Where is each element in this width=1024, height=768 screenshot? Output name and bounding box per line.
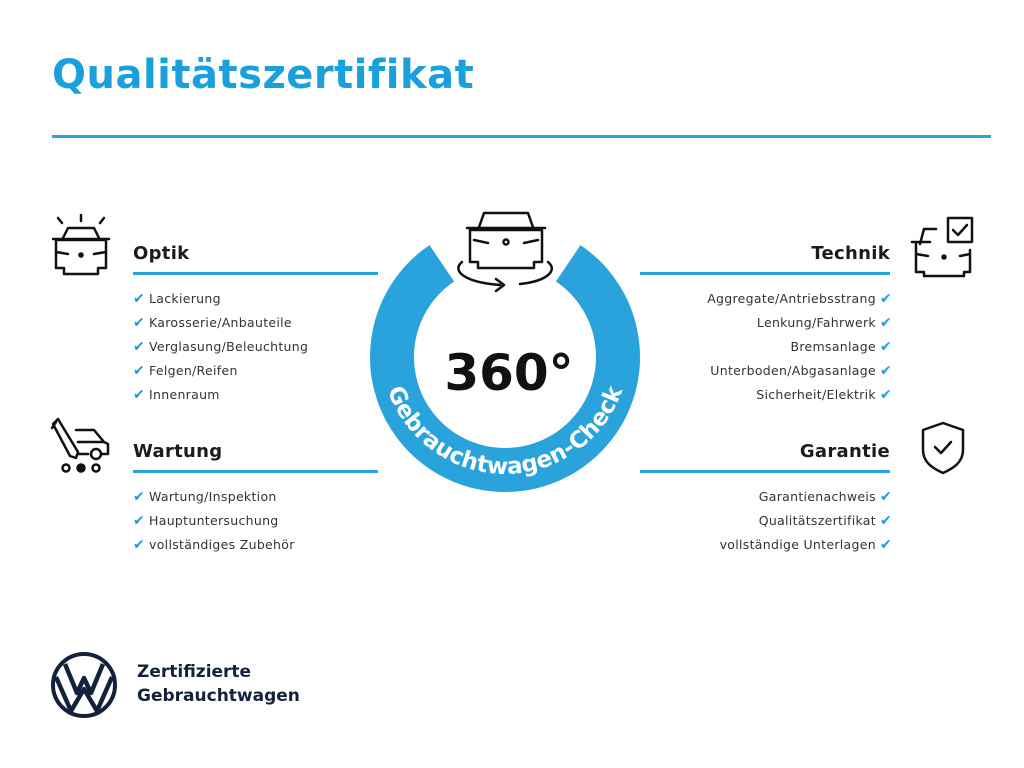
check-icon: ✔: [133, 537, 146, 553]
checklist-item: ✔ Lackierung: [133, 287, 308, 311]
checklist-item-label: Hauptuntersuchung: [149, 513, 279, 528]
vw-logo: [51, 652, 117, 718]
checklist-item: ✔ Innenraum: [133, 383, 308, 407]
checklist-item: ✔ Karosserie/Anbauteile: [133, 311, 308, 335]
checklist-item: vollständige Unterlagen ✔: [640, 533, 892, 557]
checklist-item: Garantienachweis ✔: [640, 485, 892, 509]
section-rule: [640, 272, 890, 275]
check-icon: ✔: [133, 339, 146, 355]
checklist-item: ✔ vollständiges Zubehör: [133, 533, 295, 557]
check-icon: ✔: [879, 291, 892, 307]
checklist-item-label: Sicherheit/Elektrik: [756, 387, 876, 402]
ring-arc: [370, 245, 640, 492]
checklist-item-label: vollständiges Zubehör: [149, 537, 295, 552]
check-icon: ✔: [879, 387, 892, 403]
garantie-list: Garantienachweis ✔ Qualitätszertifikat ✔ vol…: [640, 485, 892, 557]
checklist-item: ✔ Hauptuntersuchung: [133, 509, 295, 533]
checklist-item-label: Felgen/Reifen: [149, 363, 238, 378]
brand-line-1: Zertifizierte: [137, 662, 252, 682]
checklist-item-label: Karosserie/Anbauteile: [149, 315, 292, 330]
section-rule: [133, 272, 378, 275]
360-label: 360°: [444, 344, 573, 402]
checklist-item: ✔ Verglasung/Beleuchtung: [133, 335, 308, 359]
section-rule: [640, 470, 890, 473]
checklist-item: ✔ Wartung/Inspektion: [133, 485, 295, 509]
checklist-item-label: Garantienachweis: [758, 489, 876, 504]
checklist-item-label: Qualitätszertifikat: [758, 513, 876, 528]
section-heading-wartung: Wartung: [133, 441, 223, 462]
checklist-item: ✔ Felgen/Reifen: [133, 359, 308, 383]
car-checklist-icon: [910, 216, 974, 278]
checklist-item: Lenkung/Fahrwerk ✔: [640, 311, 892, 335]
check-icon: ✔: [879, 537, 892, 553]
check-icon: ✔: [133, 315, 146, 331]
checklist-item-label: Aggregate/Antriebsstrang: [707, 291, 876, 306]
check-icon: ✔: [879, 363, 892, 379]
checklist-item: Aggregate/Antriebsstrang ✔: [640, 287, 892, 311]
checklist-item-label: Unterboden/Abgasanlage: [710, 363, 876, 378]
check-icon: ✔: [133, 489, 146, 505]
brand-text: Zertifizierte Gebrauchtwagen: [137, 660, 300, 708]
checklist-item: Sicherheit/Elektrik ✔: [640, 383, 892, 407]
checklist-item-label: Lackierung: [149, 291, 221, 306]
shield-check-icon: [921, 421, 965, 475]
section-heading-garantie: Garantie: [799, 441, 890, 462]
checklist-item-label: vollständige Unterlagen: [719, 537, 876, 552]
check-icon: ✔: [879, 315, 892, 331]
section-rule: [133, 470, 378, 473]
check-icon: ✔: [133, 363, 146, 379]
checklist-item: Unterboden/Abgasanlage ✔: [640, 359, 892, 383]
checklist-item-label: Innenraum: [149, 387, 220, 402]
section-heading-optik: Optik: [133, 243, 190, 264]
checklist-item-label: Verglasung/Beleuchtung: [149, 339, 309, 354]
car-rotate-icon: [457, 211, 553, 293]
optik-list: ✔ Lackierung ✔ Karosserie/Anbauteile ✔ Vergla…: [133, 287, 308, 407]
car-lights-icon: [51, 213, 111, 276]
checklist-item-label: Lenkung/Fahrwerk: [756, 315, 876, 330]
wartung-list: ✔ Wartung/Inspektion ✔ Hauptuntersuchung ✔ vo…: [133, 485, 295, 557]
check-icon: ✔: [879, 489, 892, 505]
check-icon: ✔: [879, 513, 892, 529]
brand-line-2: Gebrauchtwagen: [137, 686, 300, 706]
section-heading-technik: Technik: [811, 243, 890, 264]
check-icon: ✔: [133, 513, 146, 529]
checklist-item-label: Wartung/Inspektion: [149, 489, 277, 504]
check-icon: ✔: [879, 339, 892, 355]
check-icon: ✔: [133, 387, 146, 403]
check-icon: ✔: [133, 291, 146, 307]
checklist-item-label: Bremsanlage: [790, 339, 876, 354]
page-title: Qualitätszertifikat: [52, 52, 475, 98]
checklist-item: Qualitätszertifikat ✔: [640, 509, 892, 533]
service-tools-icon: [50, 417, 110, 473]
checklist-item: Bremsanlage ✔: [640, 335, 892, 359]
technik-list: Aggregate/Antriebsstrang ✔ Lenkung/Fahrwer…: [640, 287, 892, 407]
divider: [52, 135, 991, 138]
